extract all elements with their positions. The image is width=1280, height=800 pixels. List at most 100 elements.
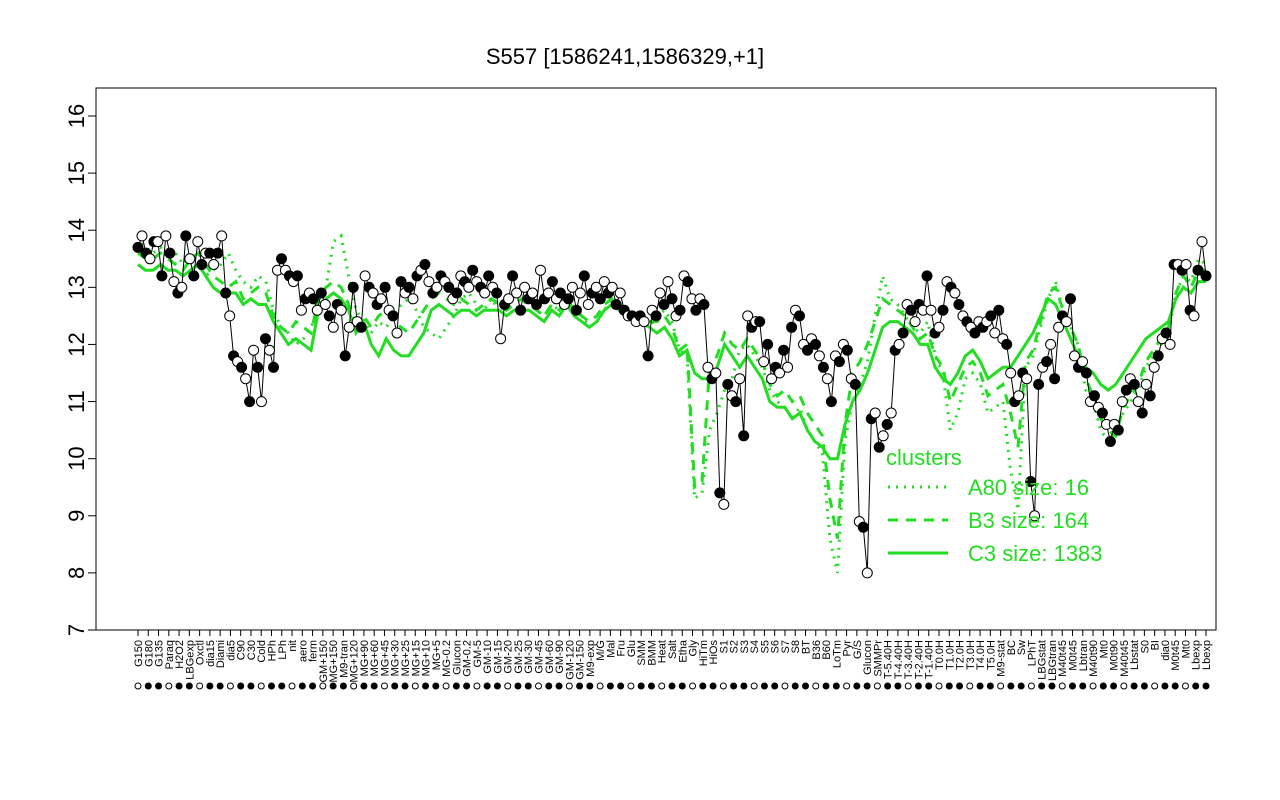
x-marker (576, 682, 584, 690)
data-point (1188, 310, 1200, 322)
x-tick-label: G/S (852, 640, 864, 659)
data-point (1065, 293, 1076, 305)
x-marker (185, 682, 193, 690)
data-point (925, 304, 937, 316)
x-tick-label: nit (287, 640, 299, 652)
x-tick-label: MG-0.2 (441, 640, 453, 677)
x-tick-label: Etha (677, 639, 689, 663)
data-point (1025, 476, 1037, 487)
data-point (718, 498, 730, 510)
data-point (1120, 384, 1132, 396)
data-point (730, 396, 742, 408)
x-tick-label: MG+30 (390, 640, 402, 676)
x-tick-label: H2O2 (174, 640, 186, 669)
data-point (1080, 367, 1092, 379)
data-point (638, 316, 650, 328)
data-point (857, 521, 869, 533)
data-point (355, 321, 367, 333)
legend-label: C3 size: 1383 (968, 541, 1103, 566)
x-marker (545, 682, 553, 690)
x-marker (647, 682, 655, 690)
x-marker (699, 682, 707, 690)
x-marker (155, 682, 163, 690)
x-marker (1202, 682, 1210, 690)
data-point (483, 270, 495, 282)
x-marker (730, 682, 738, 690)
x-marker (226, 682, 234, 690)
x-tick-label: Salt (667, 640, 679, 659)
x-tick-label: Mt0 (1180, 640, 1192, 658)
x-marker (1038, 682, 1046, 690)
x-tick-label: M9-stat (996, 640, 1008, 677)
data-point (1033, 378, 1045, 390)
data-point (1005, 367, 1017, 379)
x-tick-label: T-3.40H (903, 640, 915, 679)
x-tick-label: Fru (616, 640, 628, 657)
x-tick-label: MG+25 (400, 640, 412, 676)
data-point (1069, 350, 1080, 362)
data-point (515, 304, 527, 316)
x-marker (504, 682, 512, 690)
x-tick-label: MG+10 (421, 640, 433, 676)
data-point (702, 361, 714, 373)
x-marker (175, 682, 183, 690)
y-tick-label: 13 (64, 275, 89, 299)
data-point (260, 333, 271, 345)
x-tick-label: T1.0H (944, 640, 956, 670)
x-marker (432, 682, 440, 690)
x-tick-label: S8 (790, 640, 802, 653)
x-marker (247, 682, 255, 690)
cluster-lines (136, 233, 1207, 574)
data-point (407, 293, 419, 305)
x-marker (329, 682, 337, 690)
data-point (136, 230, 148, 242)
data-point (762, 338, 774, 350)
x-tick-label: Paraq (164, 640, 176, 669)
data-point (734, 373, 746, 385)
data-point (985, 310, 997, 322)
data-point (810, 338, 821, 350)
x-tick-label: GM-60 (544, 640, 556, 674)
data-point (658, 299, 670, 310)
data-point (1200, 270, 1212, 282)
data-point (367, 287, 379, 299)
data-point (738, 430, 750, 442)
x-marker (288, 682, 296, 690)
data-point (1021, 373, 1033, 385)
data-point (419, 259, 431, 270)
data-point (610, 299, 622, 310)
x-marker (380, 682, 388, 690)
data-point (180, 230, 192, 242)
data-point (714, 487, 726, 499)
data-point (319, 299, 331, 310)
cluster-line-B3 (137, 250, 1206, 539)
x-marker (411, 682, 419, 690)
x-marker (473, 682, 481, 690)
data-point (431, 281, 443, 293)
data-point (905, 304, 917, 316)
data-point (1180, 259, 1192, 270)
x-tick-label: Lbexp (1201, 640, 1213, 670)
data-point (168, 276, 180, 288)
x-marker (760, 682, 768, 690)
x-marker (935, 682, 943, 690)
y-tick-label: 7 (64, 624, 89, 636)
x-marker (1120, 682, 1128, 690)
data-point (196, 259, 208, 270)
x-marker (658, 682, 666, 690)
data-point (359, 270, 371, 282)
x-tick-label: HiTm (698, 640, 710, 666)
data-point (562, 293, 574, 305)
x-tick-label: Gly (688, 640, 700, 657)
x-marker (134, 682, 142, 690)
data-point (698, 299, 710, 310)
x-marker (914, 682, 922, 690)
x-tick-label: Cold (256, 640, 268, 663)
data-point (1088, 390, 1100, 402)
data-point (614, 287, 626, 299)
x-marker (791, 682, 799, 690)
x-marker (514, 682, 522, 690)
data-point (387, 310, 399, 322)
data-point (443, 281, 455, 293)
